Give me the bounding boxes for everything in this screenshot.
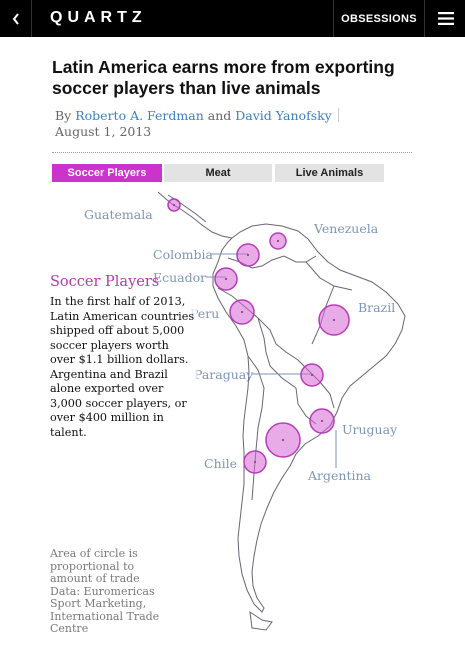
bubble-layer	[167, 198, 350, 474]
label-argentina: Argentina	[307, 468, 372, 483]
label-guatemala: Guatemala	[84, 207, 153, 222]
hamburger-menu-icon	[437, 12, 454, 25]
bubble-center-paraguay	[311, 374, 313, 376]
quartz-logo[interactable]: QUARTZ	[50, 9, 147, 26]
label-colombia: Colombia	[153, 247, 213, 262]
panel-title: Soccer Players	[50, 274, 160, 290]
bubble-center-ecuador	[225, 278, 227, 280]
by-prefix: By	[55, 108, 72, 123]
bubble-center-brazil	[333, 319, 335, 321]
author-link-ferdman[interactable]: Roberto A. Ferdman	[75, 108, 204, 123]
and-text: and	[207, 108, 232, 123]
label-peru: Peru	[190, 306, 219, 321]
article-headline: Latin America earns more from exporting …	[52, 57, 395, 98]
label-chile: Chile	[204, 456, 237, 471]
bubble-center-venezuela	[277, 240, 279, 242]
byline: By Roberto A. Ferdman and David Yanofsky…	[55, 108, 355, 140]
label-venezuela: Venezuela	[313, 221, 379, 236]
bubble-center-colombia	[247, 254, 249, 256]
tab-soccer-players[interactable]: Soccer Players	[52, 164, 162, 182]
bubble-center-uruguay	[321, 420, 323, 422]
south-america-map: Guatemala Venezuela Colombia Ecuador Bra…	[84, 191, 406, 631]
bubble-center-peru	[241, 311, 243, 313]
label-ecuador: Ecuador	[153, 270, 206, 285]
tab-live-animals[interactable]: Live Animals	[275, 164, 384, 182]
menu-button[interactable]	[426, 0, 465, 37]
panel-description: In the first half of 2013, Latin America…	[50, 295, 197, 440]
bubble-center-chile	[254, 461, 256, 463]
tab-meat[interactable]: Meat	[164, 164, 272, 182]
label-uruguay: Uruguay	[342, 422, 398, 437]
chart-tabs: Soccer Players Meat Live Animals	[52, 164, 384, 182]
bubble-center-argentina	[282, 439, 284, 441]
top-bar: QUARTZ OBSESSIONS	[0, 0, 465, 37]
source-footnote: Area of circle is proportional to amount…	[50, 547, 160, 635]
label-paraguay: Paraguay	[194, 367, 254, 382]
label-brazil: Brazil	[358, 300, 395, 315]
author-link-yanofsky[interactable]: David Yanofsky	[235, 108, 332, 123]
chevron-left-icon	[12, 12, 19, 25]
byline-divider	[337, 108, 339, 122]
obsessions-link[interactable]: OBSESSIONS	[333, 0, 425, 37]
dotted-divider	[52, 152, 412, 153]
back-button[interactable]	[0, 0, 32, 37]
publish-date: August 1, 2013	[55, 124, 152, 139]
bubble-center-guatemala	[173, 204, 175, 206]
